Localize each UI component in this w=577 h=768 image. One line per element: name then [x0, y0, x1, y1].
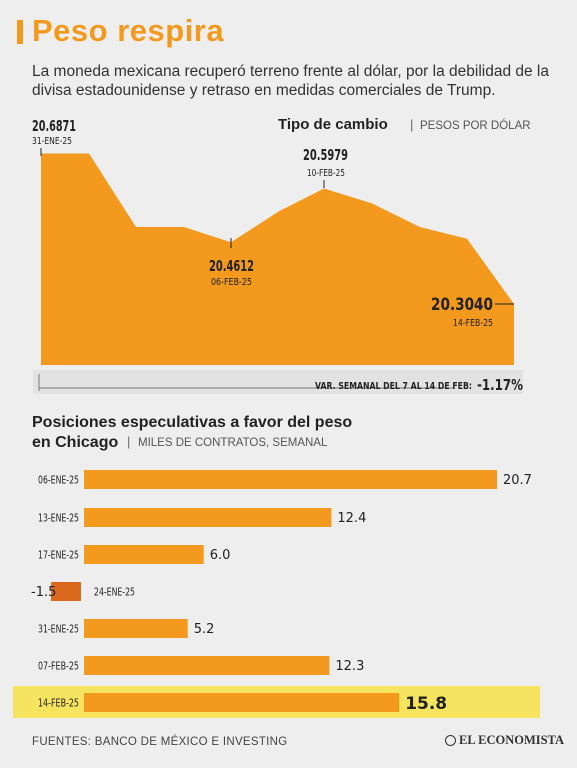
value-label-07-FEB-25: 12.3 [335, 659, 364, 674]
bar-24-ENE-25 [51, 582, 81, 601]
value-label-14-FEB-25: 15.8 [405, 694, 447, 714]
bar-17-ENE-25 [84, 545, 204, 564]
positions-title-line2: en Chicago [32, 434, 118, 451]
peak-date-label: 31-ENE-25 [32, 136, 72, 147]
sources-note: FUENTES: BANCO DE MÉXICO E INVESTING [32, 736, 288, 748]
positions-divider: | [127, 434, 130, 449]
category-label-31-ENE-25: 31-ENE-25 [38, 624, 79, 636]
category-label-06-ENE-25: 06-ENE-25 [38, 475, 79, 487]
feb10-date-label: 10-FEB-25 [307, 168, 345, 179]
category-label-17-ENE-25: 17-ENE-25 [38, 550, 79, 562]
category-label-14-FEB-25: 14-FEB-25 [38, 698, 79, 710]
title-accent-bar [17, 20, 23, 44]
page-subtitle: La moneda mexicana recuperó terreno fren… [32, 63, 549, 99]
bar-07-FEB-25 [84, 656, 330, 675]
feb06-date-label: 06-FEB-25 [211, 277, 252, 288]
bar-06-ENE-25 [84, 470, 497, 489]
exchange-rate-chart: Tipo de cambio | PESOS POR DÓLAR 20.6871… [32, 116, 531, 394]
feb14-date-label: 14-FEB-25 [453, 318, 493, 329]
category-label-07-FEB-25: 07-FEB-25 [38, 661, 79, 673]
publisher-logo-icon [445, 735, 456, 746]
weekly-variation-label: VAR. SEMANAL DEL 7 AL 14 DE FEB: [315, 381, 472, 392]
publisher-logo-text: EL ECONOMISTA [459, 733, 564, 747]
speculative-positions-chart: Posiciones especulativas a favor del pes… [13, 414, 540, 718]
page-title: Peso respira [32, 13, 225, 48]
bar-13-ENE-25 [84, 508, 332, 527]
exchange-rate-title: Tipo de cambio [278, 116, 388, 133]
bar-14-FEB-25 [84, 693, 400, 712]
bar-31-ENE-25 [84, 619, 188, 638]
exchange-rate-area [41, 153, 514, 365]
publisher-logo: EL ECONOMISTA [445, 733, 564, 748]
value-label-17-ENE-25: 6.0 [210, 548, 231, 563]
peak-value-label: 20.6871 [32, 117, 76, 135]
positions-bars: 06-ENE-25 20.7 13-ENE-25 12.4 17-ENE-25 6.0 24… [31, 470, 532, 714]
exchange-rate-unit: PESOS POR DÓLAR [420, 119, 531, 132]
feb14-value-label: 20.3040 [431, 295, 493, 315]
weekly-variation-value: -1.17% [477, 376, 523, 394]
value-label-24-ENE-25: -1.5 [31, 585, 56, 600]
exchange-rate-divider: | [410, 117, 413, 132]
weekly-variation-strip [33, 370, 523, 394]
feb10-value-label: 20.5979 [303, 146, 348, 164]
feb06-value-label: 20.4612 [209, 257, 254, 275]
category-label-24-ENE-25: 24-ENE-25 [94, 587, 135, 599]
positions-title-line1: Posiciones especulativas a favor del pes… [32, 414, 352, 431]
positions-unit: MILES DE CONTRATOS, SEMANAL [138, 437, 328, 449]
value-label-06-ENE-25: 20.7 [503, 473, 532, 488]
value-label-31-ENE-25: 5.2 [194, 622, 215, 637]
value-label-13-ENE-25: 12.4 [337, 511, 366, 526]
category-label-13-ENE-25: 13-ENE-25 [38, 513, 79, 525]
